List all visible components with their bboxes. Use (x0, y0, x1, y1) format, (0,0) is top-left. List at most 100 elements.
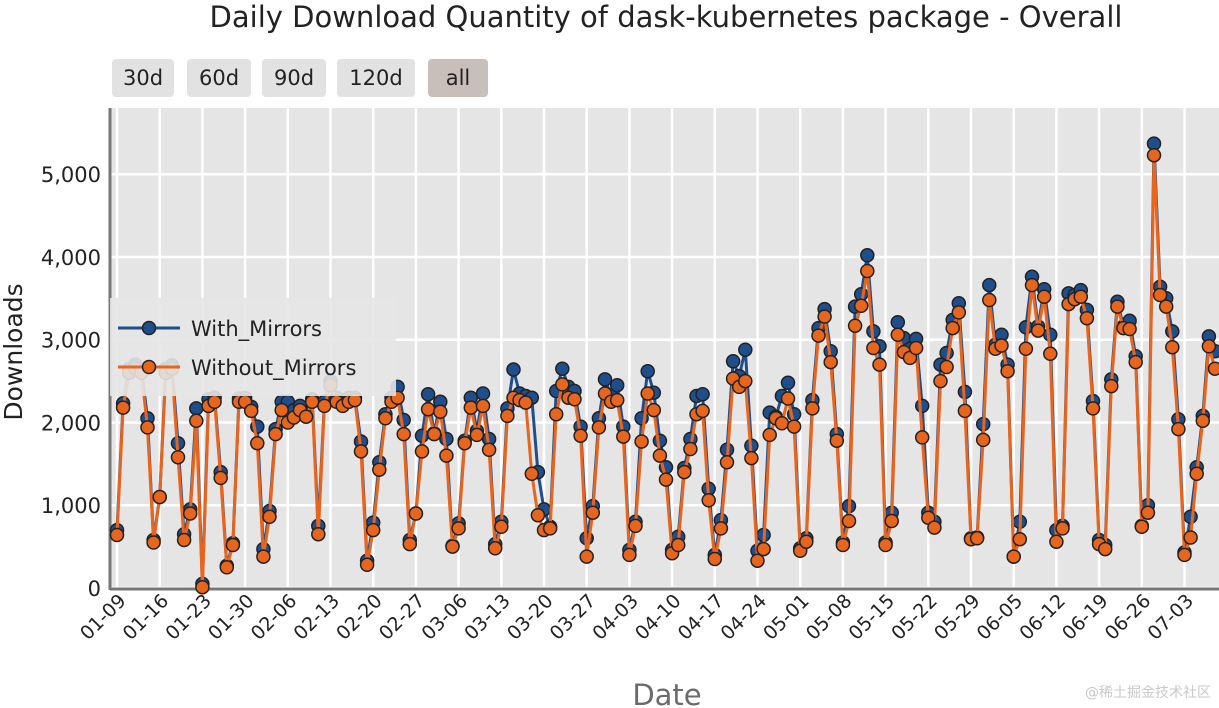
data-point-without-mirrors (756, 541, 771, 557)
data-point-without-mirrors (1030, 323, 1046, 338)
data-point-without-mirrors (140, 420, 155, 435)
data-point-without-mirrors (1146, 147, 1162, 163)
data-point-without-mirrors (701, 493, 716, 508)
x-tick-label: 03-27 (546, 590, 601, 645)
data-point-with-mirrors (1043, 327, 1058, 343)
data-point-without-mirrors (420, 401, 436, 417)
x-tick-label: 01-09 (76, 590, 131, 645)
data-point-without-mirrors (811, 328, 826, 343)
data-point-without-mirrors (524, 466, 540, 482)
data-point-without-mirrors (982, 292, 997, 308)
data-point-without-mirrors (189, 413, 204, 429)
data-point-without-mirrors (250, 435, 265, 451)
data-point-without-mirrors (860, 263, 875, 279)
chart-title: Daily Download Quantity of dask-kubernet… (209, 0, 1123, 34)
data-point-without-mirrors (829, 433, 845, 448)
data-point-without-mirrors (359, 557, 375, 573)
data-point-without-mirrors (1073, 289, 1089, 304)
data-point-without-mirrors (115, 400, 131, 415)
data-point-without-mirrors (1036, 289, 1052, 304)
data-point-without-mirrors (1000, 363, 1015, 379)
data-point-without-mirrors (481, 442, 497, 458)
data-point-without-mirrors (738, 373, 753, 389)
x-tick-label: 02-13 (289, 590, 344, 645)
x-tick-labels: 01-0901-1601-2301-3002-0602-1302-2002-27… (76, 590, 1198, 645)
data-point-without-mirrors (762, 427, 777, 443)
data-point-without-mirrors (402, 536, 418, 552)
data-point-without-mirrors (878, 537, 893, 553)
data-point-without-mirrors (866, 340, 881, 356)
data-point-with-mirrors (439, 431, 454, 447)
data-point-without-mirrors (1043, 346, 1058, 362)
data-point-without-mirrors (1165, 339, 1180, 355)
data-point-with-mirrors (982, 277, 997, 293)
data-point-without-mirrors (457, 435, 472, 451)
x-axis-label: Date (632, 678, 701, 708)
x-tick-label: 04-03 (588, 590, 643, 645)
data-point-without-mirrors (274, 402, 289, 418)
data-point-without-mirrors (658, 472, 674, 487)
range-button-30d[interactable]: 30d (112, 59, 174, 97)
y-tick-labels: 0 1,000 2,000 3,000 4,000 5,000 (41, 163, 101, 601)
data-point-with-mirrors (695, 387, 710, 402)
x-tick-label: 02-20 (332, 590, 387, 645)
range-button-120d[interactable]: 120d (337, 59, 415, 97)
data-point-without-mirrors (774, 416, 790, 431)
data-point-without-mirrors (884, 513, 899, 529)
data-point-without-mirrors (548, 406, 564, 422)
data-point-without-mirrors (994, 338, 1009, 353)
data-point-without-mirrors (475, 398, 491, 414)
data-point-without-mirrors (353, 444, 369, 459)
data-point-without-mirrors (1018, 341, 1034, 357)
data-point-without-mirrors (469, 427, 485, 443)
data-point-without-mirrors (1140, 505, 1156, 520)
data-point-with-mirrors (414, 428, 430, 443)
data-point-without-mirrors (1134, 519, 1150, 535)
data-point-with-mirrors (738, 342, 753, 357)
x-tick-label: 02-06 (247, 590, 302, 645)
data-point-without-mirrors (927, 520, 942, 535)
data-point-without-mirrors (1049, 534, 1064, 549)
x-tick-label: 05-15 (845, 590, 900, 645)
data-point-with-mirrors (860, 248, 875, 263)
data-point-without-mirrors (750, 553, 765, 568)
data-point-without-mirrors (555, 377, 570, 392)
data-point-without-mirrors (433, 404, 448, 419)
data-point-without-mirrors (219, 560, 235, 575)
data-point-without-mirrors (823, 354, 838, 370)
x-tick-label: 01-30 (204, 590, 259, 645)
x-tick-label: 06-19 (1058, 590, 1113, 645)
data-point-with-mirrors (890, 315, 906, 330)
y-tick-label: 1,000 (41, 494, 101, 518)
data-point-without-mirrors (304, 394, 320, 410)
x-tick-label: 05-01 (759, 590, 814, 645)
y-axis-label: Downloads (0, 283, 28, 420)
data-point-with-mirrors (640, 363, 655, 379)
y-tick-label: 3,000 (41, 329, 101, 353)
x-tick-label: 02-27 (375, 590, 430, 645)
data-point-without-mirrors (646, 402, 662, 418)
data-point-without-mirrors (609, 392, 625, 408)
data-point-without-mirrors (1079, 310, 1095, 326)
data-point-without-mirrors (817, 309, 832, 324)
x-tick-label: 05-29 (930, 590, 985, 645)
range-button-90d[interactable]: 90d (262, 59, 326, 97)
data-point-without-mirrors (225, 537, 241, 553)
data-point-without-mirrors (786, 419, 802, 434)
y-tick-label: 2,000 (41, 411, 101, 435)
data-point-with-mirrors (1183, 509, 1198, 525)
data-point-without-mirrors (908, 340, 924, 356)
data-point-without-mirrors (585, 505, 601, 520)
data-point-without-mirrors (591, 420, 607, 435)
x-tick-label: 01-16 (119, 590, 174, 645)
data-point-without-mirrors (152, 489, 167, 505)
data-point-without-mirrors (634, 434, 649, 449)
data-point-without-mirrors (109, 527, 125, 543)
data-point-without-mirrors (1207, 361, 1219, 376)
x-tick-label: 05-22 (887, 590, 942, 645)
data-point-without-mirrors (652, 448, 668, 463)
range-button-60d[interactable]: 60d (187, 59, 251, 97)
data-point-without-mirrors (835, 537, 851, 553)
data-point-without-mirrors (268, 426, 283, 442)
range-button-all[interactable]: all (428, 59, 488, 97)
